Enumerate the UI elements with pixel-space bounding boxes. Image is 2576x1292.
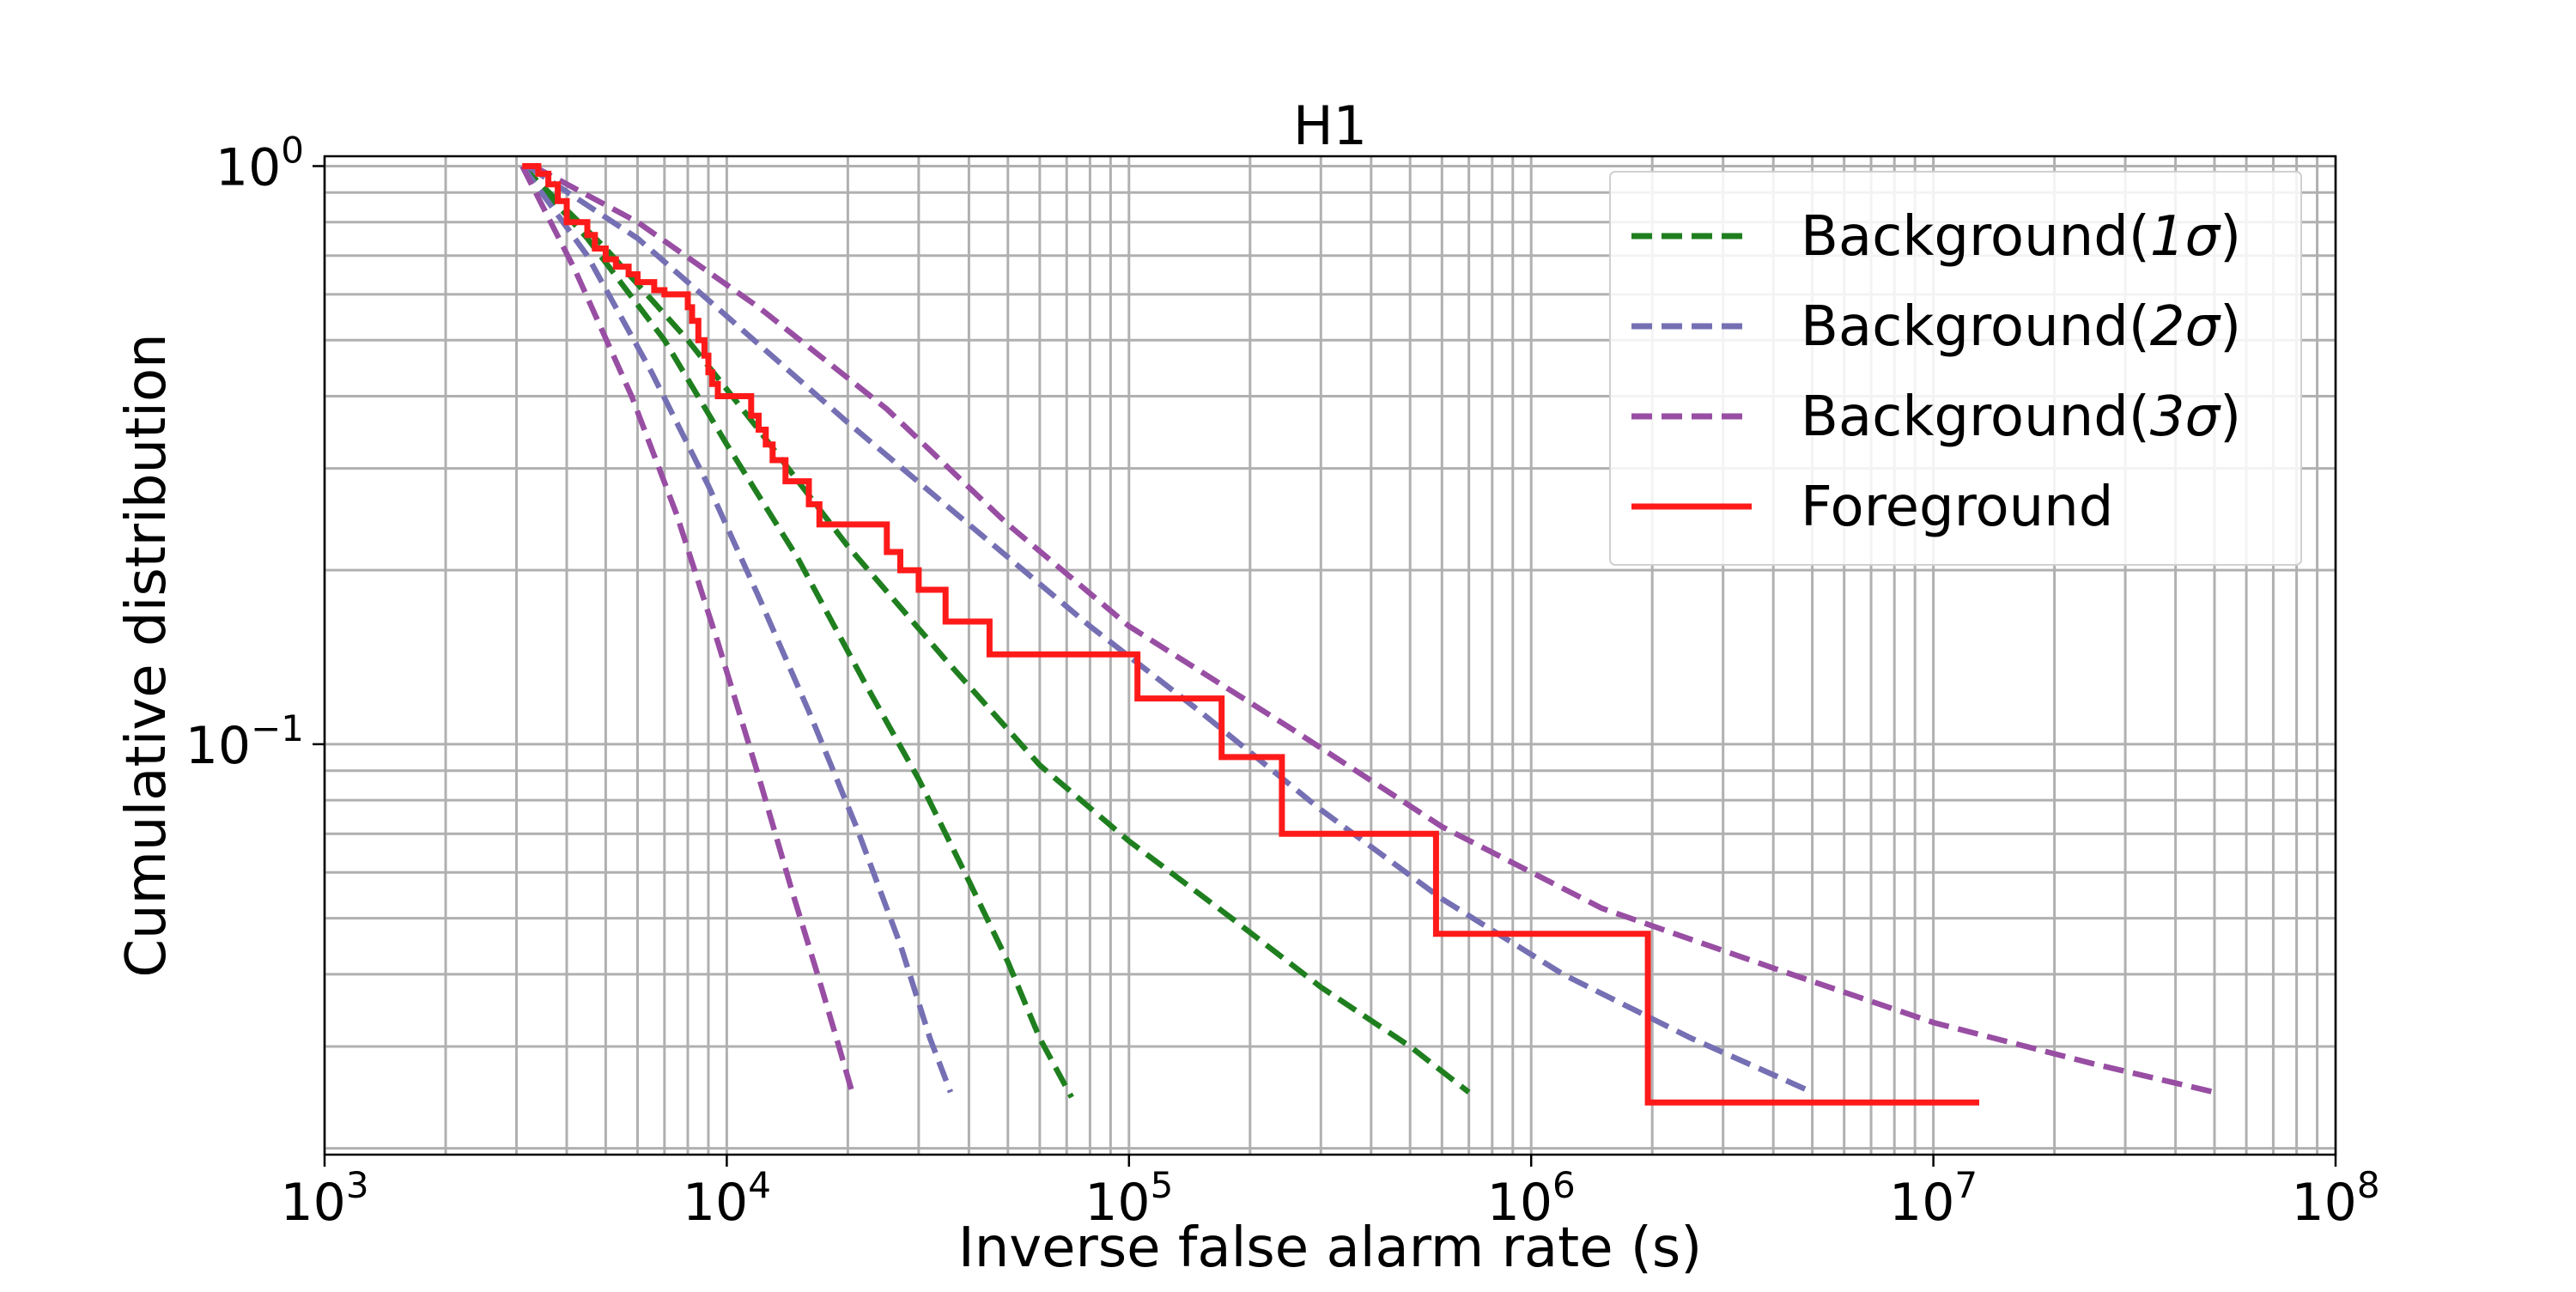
x-tick-exponent: 3: [346, 1164, 369, 1206]
x-tick-base: 10: [2291, 1173, 2356, 1233]
legend-label-sigma: 2σ: [2150, 295, 2222, 359]
x-tick-label: 106: [1487, 1164, 1576, 1233]
legend-label-text: Foreground: [1801, 476, 2113, 539]
x-tick-label: 103: [280, 1164, 368, 1233]
series-layer: [519, 163, 2215, 1106]
x-tick-base: 10: [1889, 1173, 1954, 1233]
foreground-line-6: [522, 163, 1979, 1106]
legend-label: Background(2σ): [1801, 295, 2241, 359]
x-tick-base: 10: [280, 1173, 345, 1233]
y-tick-base: 10: [216, 137, 281, 197]
background-line-5: [532, 163, 2215, 1095]
background-line-3: [526, 163, 1814, 1095]
plot-frame: [323, 155, 2337, 1156]
legend-box: [1609, 171, 2302, 566]
legend-label-sigma: 1σ: [2150, 205, 2222, 269]
x-tick-label: 108: [2291, 1164, 2379, 1233]
background-line-2: [519, 164, 954, 1094]
x-tick-base: 10: [1084, 1173, 1150, 1233]
x-tick-label: 104: [683, 1164, 771, 1233]
y-tick-exponent: 0: [281, 129, 304, 171]
legend-label-close: ): [2220, 385, 2241, 449]
x-tick-exponent: 5: [1151, 1164, 1174, 1206]
legend: Background(1σ)Background(2σ)Background(3…: [1609, 171, 2302, 566]
legend-label-text: Background(: [1801, 295, 2150, 359]
background-line-1: [519, 164, 1471, 1095]
legend-label-sigma: 3σ: [2150, 385, 2222, 449]
legend-label: Foreground: [1801, 476, 2113, 539]
y-tick-label: 100: [216, 129, 304, 197]
legend-label: Background(3σ): [1801, 385, 2241, 449]
chart-title: H1: [1293, 94, 1367, 157]
x-tick-base: 10: [1487, 1173, 1552, 1233]
y-tick-exponent: −1: [251, 707, 304, 749]
legend-label-close: ): [2220, 205, 2241, 269]
x-tick-exponent: 7: [1954, 1164, 1978, 1206]
legend-label-text: Background(: [1801, 385, 2150, 449]
x-tick-exponent: 8: [2357, 1164, 2380, 1206]
background-line-4: [519, 165, 855, 1094]
x-tick-exponent: 6: [1552, 1164, 1576, 1206]
x-tick-label: 105: [1084, 1164, 1173, 1233]
background-line-0: [519, 164, 1074, 1099]
legend-label: Background(1σ): [1801, 205, 2241, 269]
legend-label-close: ): [2220, 295, 2241, 359]
x-axis-label: Inverse false alarm rate (s): [958, 1216, 1702, 1280]
x-tick-label: 107: [1889, 1164, 1978, 1233]
y-axis-label: Cumulative distribution: [115, 333, 179, 977]
legend-items: Background(1σ)Background(2σ)Background(3…: [1631, 205, 2241, 539]
y-tick-base: 10: [185, 716, 251, 776]
y-tick-label: 10−1: [185, 707, 304, 776]
x-tick-exponent: 4: [748, 1164, 771, 1206]
x-tick-base: 10: [683, 1173, 748, 1233]
legend-label-text: Background(: [1801, 205, 2150, 269]
